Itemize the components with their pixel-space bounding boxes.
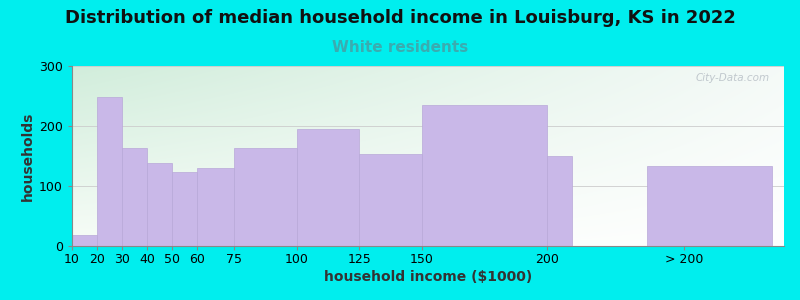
Text: City-Data.com: City-Data.com: [696, 73, 770, 83]
Bar: [297, 129, 359, 246]
Bar: [97, 97, 122, 246]
Bar: [546, 156, 572, 246]
Bar: [422, 105, 546, 246]
Y-axis label: households: households: [21, 111, 35, 201]
X-axis label: household income ($1000): household income ($1000): [324, 270, 532, 284]
Bar: [72, 235, 97, 246]
Bar: [147, 163, 172, 246]
Bar: [172, 172, 197, 246]
Text: Distribution of median household income in Louisburg, KS in 2022: Distribution of median household income …: [65, 9, 735, 27]
Bar: [359, 154, 422, 246]
Bar: [122, 148, 147, 246]
Bar: [197, 168, 234, 246]
Bar: [234, 148, 297, 246]
Bar: [646, 166, 771, 246]
Text: White residents: White residents: [332, 40, 468, 56]
